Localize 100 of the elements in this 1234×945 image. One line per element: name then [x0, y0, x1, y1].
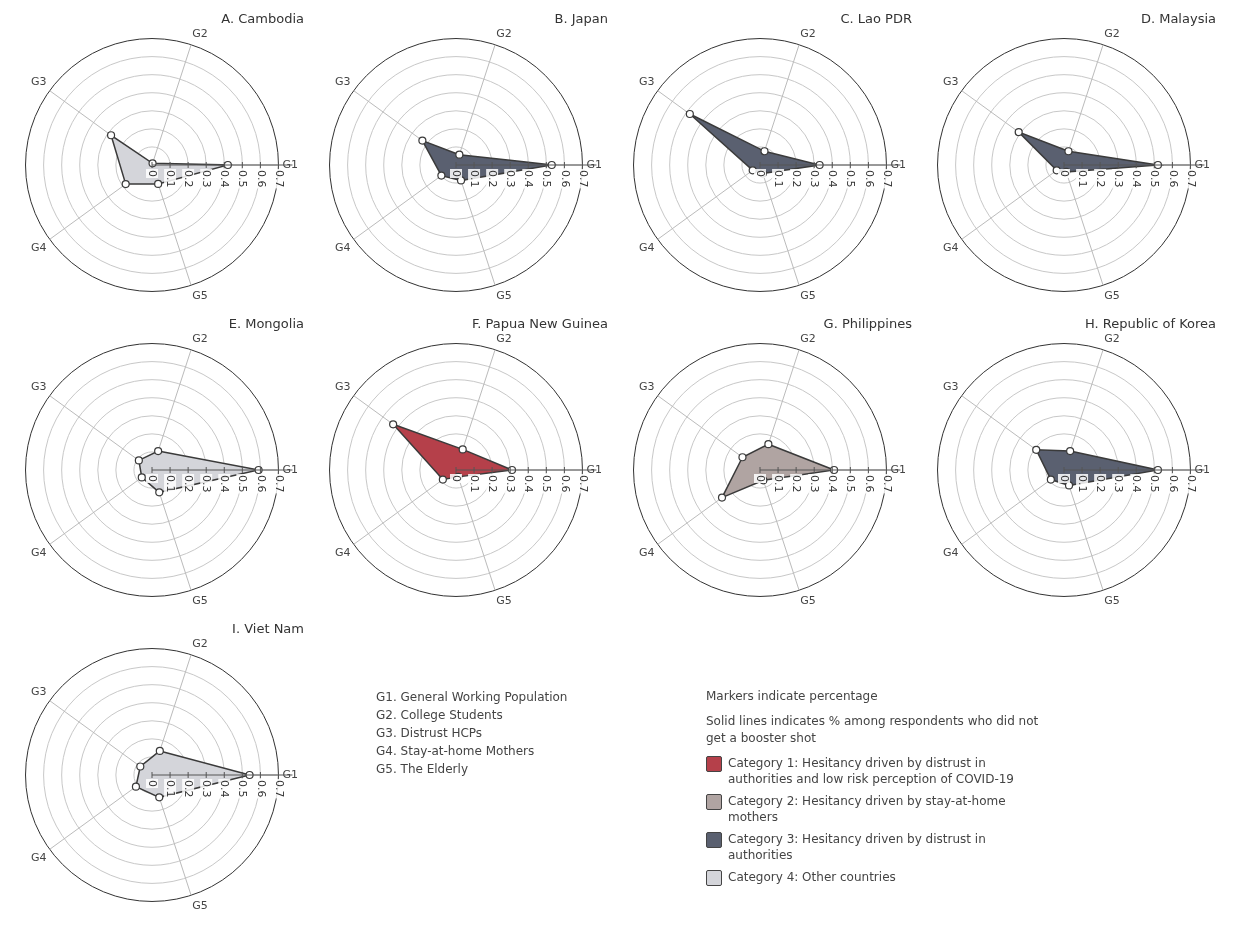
spoke-label: G3 [638, 74, 655, 88]
text: Solid lines indicates % among respondents who did not get a booster shot [706, 713, 1040, 747]
chart-title: G. Philippines [823, 316, 913, 332]
spoke-label: G2 [800, 27, 816, 41]
spoke-label: G5 [192, 898, 208, 912]
y-tick-label: 0.7 [880, 475, 894, 493]
spoke-label: G4 [30, 546, 47, 560]
y-tick-label: 0 [1058, 170, 1072, 177]
y-tick-label: 0.4 [218, 170, 232, 188]
spoke-label: G3 [638, 379, 655, 393]
y-tick-label: 0.7 [880, 170, 894, 188]
y-tick-label: 0.6 [1166, 170, 1180, 188]
y-tick-label: 0.4 [1130, 170, 1144, 188]
spoke-label: G4 [334, 241, 351, 255]
chart-title: E. Mongolia [228, 316, 304, 332]
spoke-label: G3 [30, 684, 47, 698]
spoke-label: G1 [890, 462, 907, 476]
spoke-label: G5 [1104, 288, 1120, 302]
y-tick-label: 0.3 [1112, 475, 1126, 493]
spoke-label: G2 [192, 637, 208, 651]
y-tick-label: 0.4 [218, 475, 232, 493]
y-tick-label: 0.1 [164, 780, 178, 798]
chart-title: D. Malaysia [1140, 11, 1216, 27]
category-label: Category 4: Other countries [728, 869, 896, 885]
spoke-label: G3 [942, 74, 959, 88]
spoke-label: G1 [282, 462, 299, 476]
y-tick-label: 0.6 [862, 475, 876, 493]
y-tick-label: 0.7 [272, 780, 286, 798]
spoke-label: G2 [1104, 332, 1120, 346]
spoke-label: G4 [638, 546, 655, 560]
y-tick-label: 0.5 [236, 780, 250, 798]
text: G5. The Elderly [376, 761, 469, 778]
y-tick-label: 0.3 [808, 170, 822, 188]
spoke-label: G3 [30, 74, 47, 88]
spoke-label: G2 [192, 27, 208, 41]
spoke-label: G4 [638, 241, 655, 255]
y-tick-label: 0.4 [1130, 475, 1144, 493]
spoke-label: G3 [30, 379, 47, 393]
chart-title: C. Lao PDR [840, 11, 912, 27]
y-tick-label: 0.7 [1184, 170, 1198, 188]
y-tick-label: 0 [146, 475, 160, 482]
y-tick-label: 0.6 [254, 170, 268, 188]
spoke-label: G5 [1104, 593, 1120, 607]
spoke-label: G2 [496, 27, 512, 41]
y-tick-label: 0.7 [1184, 475, 1198, 493]
y-tick-label: 0.3 [200, 780, 214, 798]
y-tick-label: 0 [146, 780, 160, 787]
y-tick-label: 0.3 [200, 475, 214, 493]
y-tick-label: 0.5 [1148, 170, 1162, 188]
y-tick-label: 0 [754, 170, 768, 177]
text: Markers indicate percentage [706, 688, 879, 705]
y-tick-label: 0.6 [558, 475, 572, 493]
text: G2. College Students [376, 707, 504, 724]
y-tick-label: 0.1 [772, 170, 786, 188]
y-tick-label: 0.3 [504, 170, 518, 188]
spoke-label: G2 [1104, 27, 1120, 41]
chart-title: F. Papua New Guinea [471, 316, 608, 332]
spoke-label: G4 [942, 241, 959, 255]
y-tick-label: 0.6 [254, 475, 268, 493]
spoke-label: G1 [282, 157, 299, 171]
chart-title: H. Republic of Korea [1084, 316, 1216, 332]
spoke-label: G5 [800, 593, 816, 607]
spoke-label: G3 [942, 379, 959, 393]
y-tick-label: 0.1 [468, 170, 482, 188]
y-tick-label: 0.5 [540, 475, 554, 493]
y-tick-label: 0.6 [862, 170, 876, 188]
spoke-label: G5 [496, 593, 512, 607]
spoke-label: G4 [30, 241, 47, 255]
y-tick-label: 0.2 [486, 475, 500, 493]
spoke-label: G5 [192, 593, 208, 607]
spoke-label: G1 [282, 767, 299, 781]
y-tick-label: 0 [1058, 475, 1072, 482]
y-tick-label: 0.4 [826, 475, 840, 493]
y-tick-label: 0 [754, 475, 768, 482]
y-tick-label: 0.5 [236, 170, 250, 188]
spoke-label: G1 [586, 462, 603, 476]
y-tick-label: 0.1 [468, 475, 482, 493]
category-label: Category 2: Hesitancy driven by stay-at-home mothers [728, 793, 1007, 825]
spoke-label: G1 [1194, 462, 1211, 476]
category-label: Category 1: Hesitancy driven by distrust in authorities and low risk perception of COVID-19 [728, 755, 1015, 787]
y-tick-label: 0.5 [844, 475, 858, 493]
spoke-label: G4 [942, 546, 959, 560]
y-tick-label: 0.5 [844, 170, 858, 188]
y-tick-label: 0.1 [164, 475, 178, 493]
spoke-label: G2 [496, 332, 512, 346]
y-tick-label: 0.5 [540, 170, 554, 188]
y-tick-label: 0.2 [182, 475, 196, 493]
y-tick-label: 0.4 [522, 475, 536, 493]
spoke-label: G5 [192, 288, 208, 302]
spoke-label: G5 [496, 288, 512, 302]
y-tick-label: 0 [450, 475, 464, 482]
spoke-label: G2 [800, 332, 816, 346]
y-tick-label: 0.5 [1148, 475, 1162, 493]
y-tick-label: 0.3 [1112, 170, 1126, 188]
y-tick-label: 0.7 [272, 170, 286, 188]
y-tick-label: 0.2 [486, 170, 500, 188]
chart-title: B. Japan [554, 11, 608, 27]
spoke-label: G1 [890, 157, 907, 171]
text: G3. Distrust HCPs [376, 725, 484, 742]
spoke-label: G5 [800, 288, 816, 302]
